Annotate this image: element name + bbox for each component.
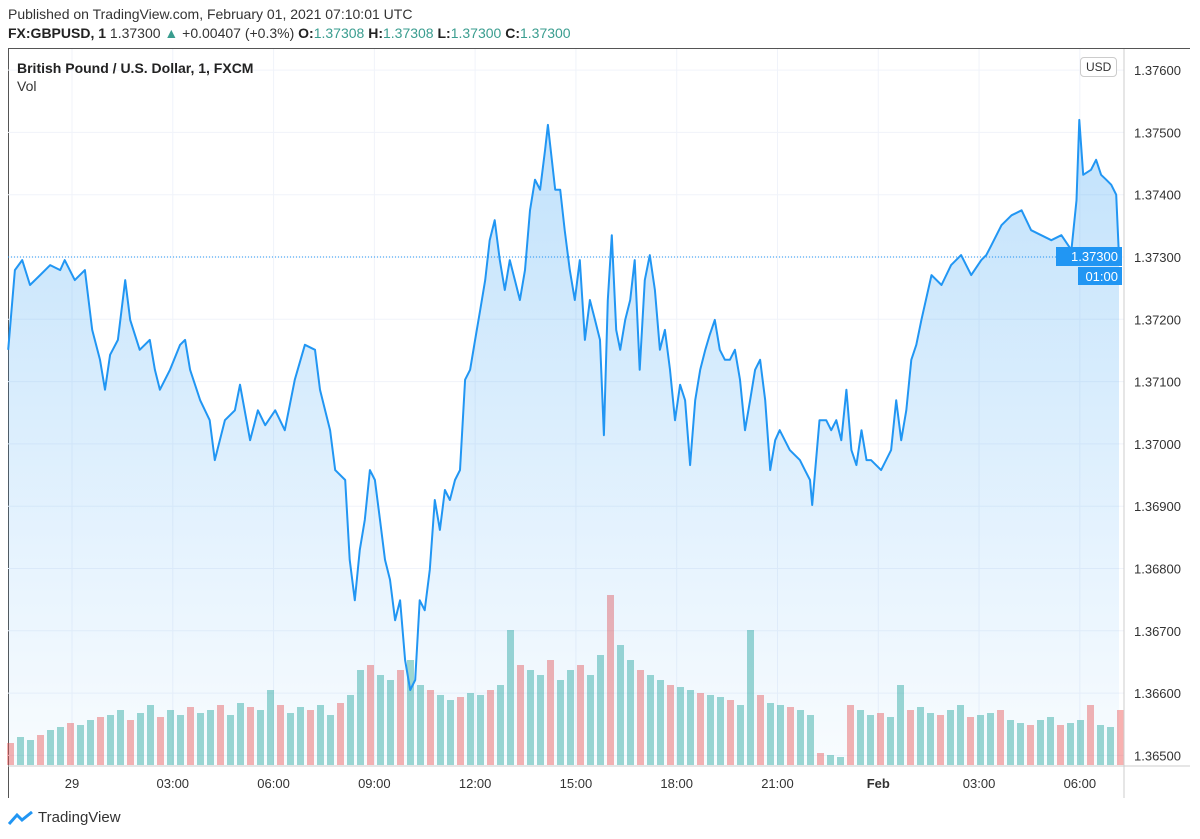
brand-name: TradingView [38, 809, 121, 826]
y-tick-label: 1.37100 [1134, 375, 1181, 390]
low-value: 1.37300 [450, 25, 502, 41]
close-value: 1.37300 [519, 25, 571, 41]
open-label: O: [298, 25, 314, 41]
triangle-up-icon: ▲ [164, 25, 179, 41]
tradingview-logo-icon [8, 810, 33, 825]
y-tick-label: 1.37400 [1134, 188, 1181, 203]
tradingview-logo: TradingView [8, 809, 121, 826]
currency-button[interactable]: USD [1080, 57, 1118, 77]
last-price-tag-text: 1.37300 [1071, 249, 1118, 264]
y-tick-label: 1.36900 [1134, 499, 1181, 514]
x-tick-label: 21:00 [761, 776, 794, 791]
price-axis: 1.36500 1.36600 1.36700 1.36800 1.36900 1.370… [1123, 49, 1181, 798]
price-line [7, 118, 1120, 691]
price-area-fill [8, 119, 1120, 765]
y-tick-label: 1.36600 [1134, 686, 1181, 701]
volume-bar [1117, 710, 1124, 765]
x-tick-label: Feb [867, 776, 890, 791]
y-tick-label: 1.37500 [1134, 125, 1181, 140]
last-price: 1.37300 [109, 25, 161, 41]
y-tick-label: 1.37300 [1134, 250, 1181, 265]
symbol-label: FX:GBPUSD, 1 [8, 25, 107, 41]
high-value: 1.37308 [382, 25, 434, 41]
y-tick-label: 1.37000 [1134, 437, 1181, 452]
countdown-tag [1078, 267, 1122, 285]
x-tick-label: 29 [65, 776, 79, 791]
high-label: H: [368, 25, 383, 41]
x-tick-label: 03:00 [963, 776, 996, 791]
x-tick-label: 06:00 [257, 776, 290, 791]
countdown-tag-text: 01:00 [1085, 269, 1118, 284]
y-tick-label: 1.37200 [1134, 312, 1181, 327]
y-tick-label: 1.36500 [1134, 748, 1181, 763]
y-tick-label: 1.37600 [1134, 63, 1181, 78]
x-tick-label: 03:00 [157, 776, 190, 791]
time-axis: 29 03:00 06:00 09:00 12:00 15:00 18:00 21:00 Feb… [8, 765, 1190, 791]
y-tick-label: 1.36800 [1134, 562, 1181, 577]
x-tick-label: 09:00 [358, 776, 391, 791]
volume-legend: Vol [17, 78, 37, 94]
price-change: +0.00407 (+0.3%) [182, 25, 295, 41]
low-label: L: [437, 25, 451, 41]
x-tick-label: 18:00 [660, 776, 693, 791]
series-legend-title: British Pound / U.S. Dollar, 1, FXCM [17, 60, 254, 76]
x-tick-label: 12:00 [459, 776, 492, 791]
close-label: C: [505, 25, 520, 41]
symbol-info-line: FX:GBPUSD, 1 1.37300 ▲ +0.00407 (+0.3%) … [8, 25, 571, 41]
y-tick-label: 1.36700 [1134, 624, 1181, 639]
open-value: 1.37308 [313, 25, 365, 41]
x-tick-label: 15:00 [560, 776, 593, 791]
published-line: Published on TradingView.com, February 0… [8, 6, 413, 22]
x-tick-label: 06:00 [1064, 776, 1097, 791]
last-price-tag [1056, 247, 1122, 266]
